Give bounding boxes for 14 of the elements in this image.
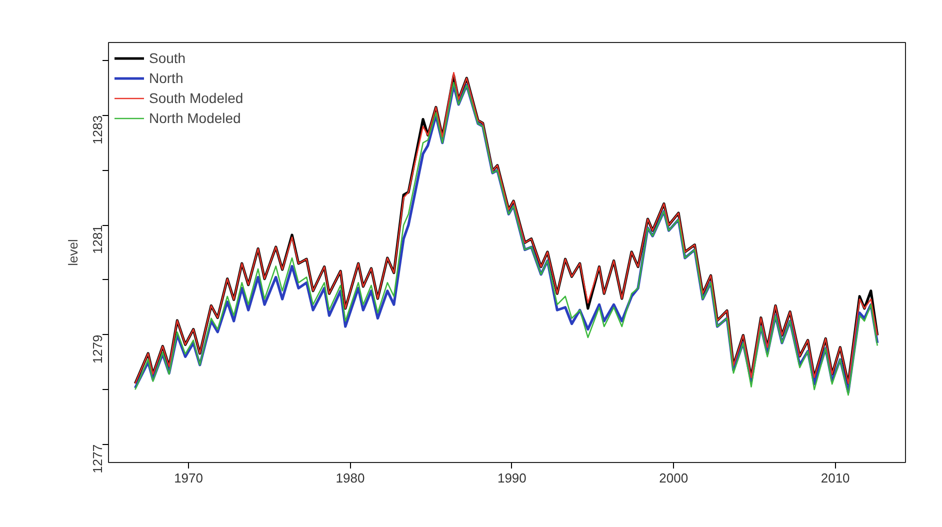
y-tick-label: 1277 — [90, 444, 105, 474]
y-tick-label: 1281 — [90, 225, 105, 254]
legend-label: North — [149, 70, 184, 86]
y-tick-label: 1283 — [90, 115, 105, 144]
x-tick-label: 2010 — [820, 470, 850, 486]
y-tick-label: 1279 — [90, 334, 105, 364]
x-tick-label: 1970 — [174, 470, 203, 486]
legend-label: South Modeled — [149, 90, 244, 106]
legend-label: North Modeled — [149, 110, 241, 126]
legend-label: South — [149, 50, 186, 66]
x-tick-label: 2000 — [659, 470, 688, 486]
x-tick-label: 1990 — [497, 470, 526, 486]
y-axis-title: level — [66, 239, 80, 266]
x-tick-label: 1980 — [336, 470, 365, 486]
